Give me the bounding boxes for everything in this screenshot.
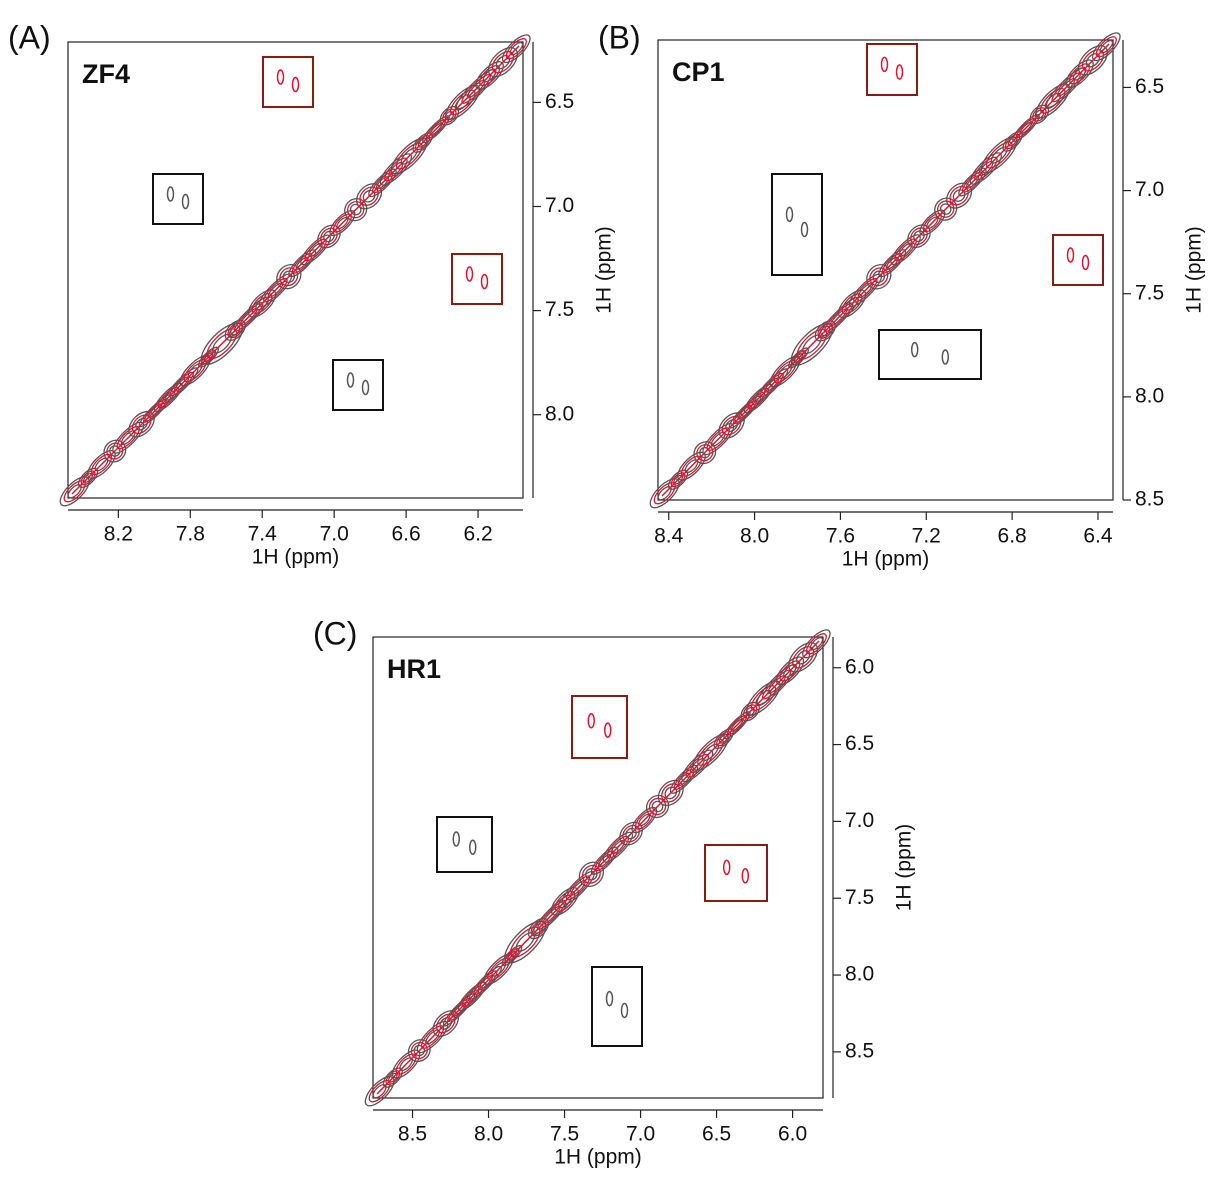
y-tick-label: 8.5 [1135,488,1164,511]
cross-peak [467,267,473,281]
cross-peak [588,714,594,728]
y-axis-label: 1H (ppm) [893,824,916,912]
cross-peak [293,78,299,92]
highlight-box [437,817,492,872]
cross-peak [168,187,174,201]
cross-peak [482,275,488,289]
highlight-box [705,845,767,901]
cross-peak [742,869,748,883]
x-axis-label: 1H (ppm) [842,548,930,571]
y-tick-label: 6.5 [1135,75,1164,98]
y-axis-label: 1H (ppm) [1183,226,1206,314]
cross-peak [897,65,903,79]
panel-title: HR1 [387,654,441,684]
highlight-box [772,174,822,275]
x-tick-label: 7.8 [176,523,205,546]
y-tick-label: 7.5 [845,886,874,909]
highlight-box [153,174,203,224]
panel-title: ZF4 [82,59,130,89]
x-axis-label: 1H (ppm) [554,1146,642,1169]
panel-label: (C) [313,615,357,651]
x-tick-label: 6.6 [392,523,421,546]
spectrum [361,626,834,1110]
x-tick-label: 8.0 [740,525,769,548]
cross-peak [348,373,354,387]
cross-peak [183,195,189,209]
y-tick-label: 6.0 [845,655,874,678]
highlight-box [592,967,642,1046]
x-tick-label: 7.4 [248,523,278,546]
y-tick-label: 8.0 [545,402,574,425]
cross-peak [607,992,613,1006]
x-tick-label: 6.5 [702,1123,731,1146]
cross-peak [1083,256,1089,270]
x-tick-label: 8.2 [104,523,133,546]
x-tick-label: 7.0 [320,523,349,546]
cross-peak [363,381,369,395]
highlight-box [879,330,981,379]
y-axis-label: 1H (ppm) [593,226,616,314]
y-tick-label: 7.5 [1135,281,1164,304]
highlight-box [572,696,627,758]
cross-peak [470,840,476,854]
x-tick-label: 7.0 [626,1123,655,1146]
x-tick-label: 7.6 [826,525,855,548]
cross-peak [605,723,611,737]
y-tick-label: 7.0 [545,194,574,217]
cross-peak [453,832,459,846]
diagonal-contour [662,44,1109,496]
cross-peak [802,223,808,237]
highlight-box [452,254,502,304]
x-tick-label: 6.2 [463,523,492,546]
cross-peak [912,343,918,357]
highlight-box [263,57,313,107]
cross-peak [942,350,948,364]
cross-peak [882,57,888,71]
highlight-box [333,360,383,410]
cross-peak [278,70,284,84]
cross-peak [724,860,730,874]
figure: 8.2 7.8 7.4 7.0 6.6 6.2 1H (ppm) 6.5 7.0 7.5 8.0 1H… [0,0,1211,1184]
panel-title: CP1 [672,57,725,87]
cross-peak [787,207,793,221]
spectrum [56,31,534,510]
y-tick-label: 6.5 [545,90,574,113]
y-tick-label: 7.0 [845,809,874,832]
diagonal-contour [377,641,819,1094]
x-tick-label: 7.5 [550,1123,579,1146]
x-tick-label: 7.2 [912,525,941,548]
y-tick-label: 8.0 [1135,384,1164,407]
x-tick-label: 6.4 [1083,525,1113,548]
y-tick-label: 7.0 [1135,178,1164,201]
x-tick-label: 6.8 [998,525,1027,548]
x-axis-label: 1H (ppm) [252,546,340,569]
x-tick-label: 6.0 [778,1123,807,1146]
highlight-box [1053,235,1103,285]
panel-label: (A) [8,19,51,55]
highlight-box [867,44,917,95]
x-tick-label: 8.5 [398,1123,427,1146]
x-tick-label: 8.0 [474,1123,503,1146]
cross-peak [1068,248,1074,262]
y-tick-label: 8.5 [845,1039,874,1062]
y-tick-label: 6.5 [845,732,874,755]
x-tick-label: 8.4 [654,525,684,548]
y-tick-label: 7.5 [545,298,574,321]
panel-label: (B) [598,19,641,55]
y-tick-label: 8.0 [845,963,874,986]
cross-peak [622,1003,628,1017]
